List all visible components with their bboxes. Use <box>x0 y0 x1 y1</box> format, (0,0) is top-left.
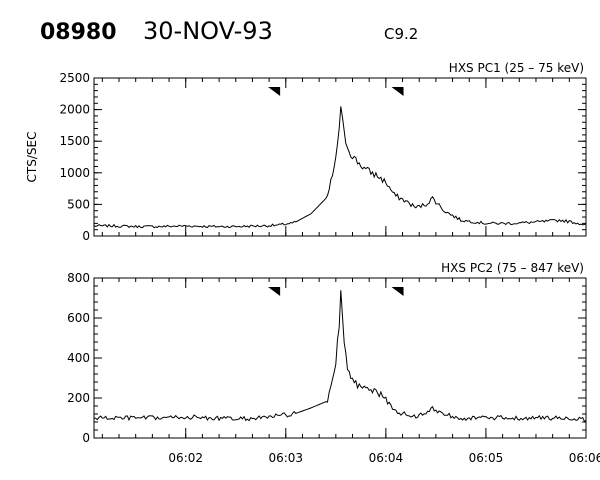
y-tick-label: 400 <box>67 351 90 365</box>
y-tick-label: 2000 <box>59 103 90 117</box>
y-tick-label: 1000 <box>59 166 90 180</box>
panel-title: HXS PC2 (75 – 847 keV) <box>441 261 584 275</box>
panel-pc1: HXS PC1 (25 – 75 keV) CTS/SEC 0 500 1000 1500… <box>25 61 587 243</box>
figure-header: 08980 30-NOV-93 C9.2 <box>40 17 418 45</box>
event-id: 08980 <box>40 20 117 45</box>
interval-marker <box>391 287 404 296</box>
x-tick-label: 06:02 <box>168 451 203 465</box>
x-tick-label: 06:03 <box>268 451 303 465</box>
panel-pc2: HXS PC2 (75 – 847 keV) 0 200 400 600 800 06:02… <box>67 261 600 465</box>
x-tick-label: 06:06 <box>569 451 600 465</box>
series-line <box>93 106 587 229</box>
interval-marker <box>268 87 281 96</box>
y-tick-label: 1500 <box>59 134 90 148</box>
y-axis-title: CTS/SEC <box>25 132 39 183</box>
x-tick-label: 06:04 <box>369 451 404 465</box>
plot-frame <box>93 77 587 237</box>
y-tick-label: 500 <box>67 197 90 211</box>
interval-marker <box>391 87 404 96</box>
y-tick-label: 800 <box>67 271 90 285</box>
y-tick-label: 600 <box>67 311 90 325</box>
y-tick-label: 200 <box>67 391 90 405</box>
goes-class: C9.2 <box>384 25 418 43</box>
x-tick-label: 06:05 <box>469 451 504 465</box>
interval-marker <box>268 287 281 296</box>
observation-date: 30-NOV-93 <box>143 17 273 45</box>
y-tick-label: 2500 <box>59 71 90 85</box>
series-line <box>93 290 587 422</box>
y-tick-label: 0 <box>82 431 90 445</box>
y-tick-label: 0 <box>82 229 90 243</box>
panel-title: HXS PC1 (25 – 75 keV) <box>449 61 584 75</box>
